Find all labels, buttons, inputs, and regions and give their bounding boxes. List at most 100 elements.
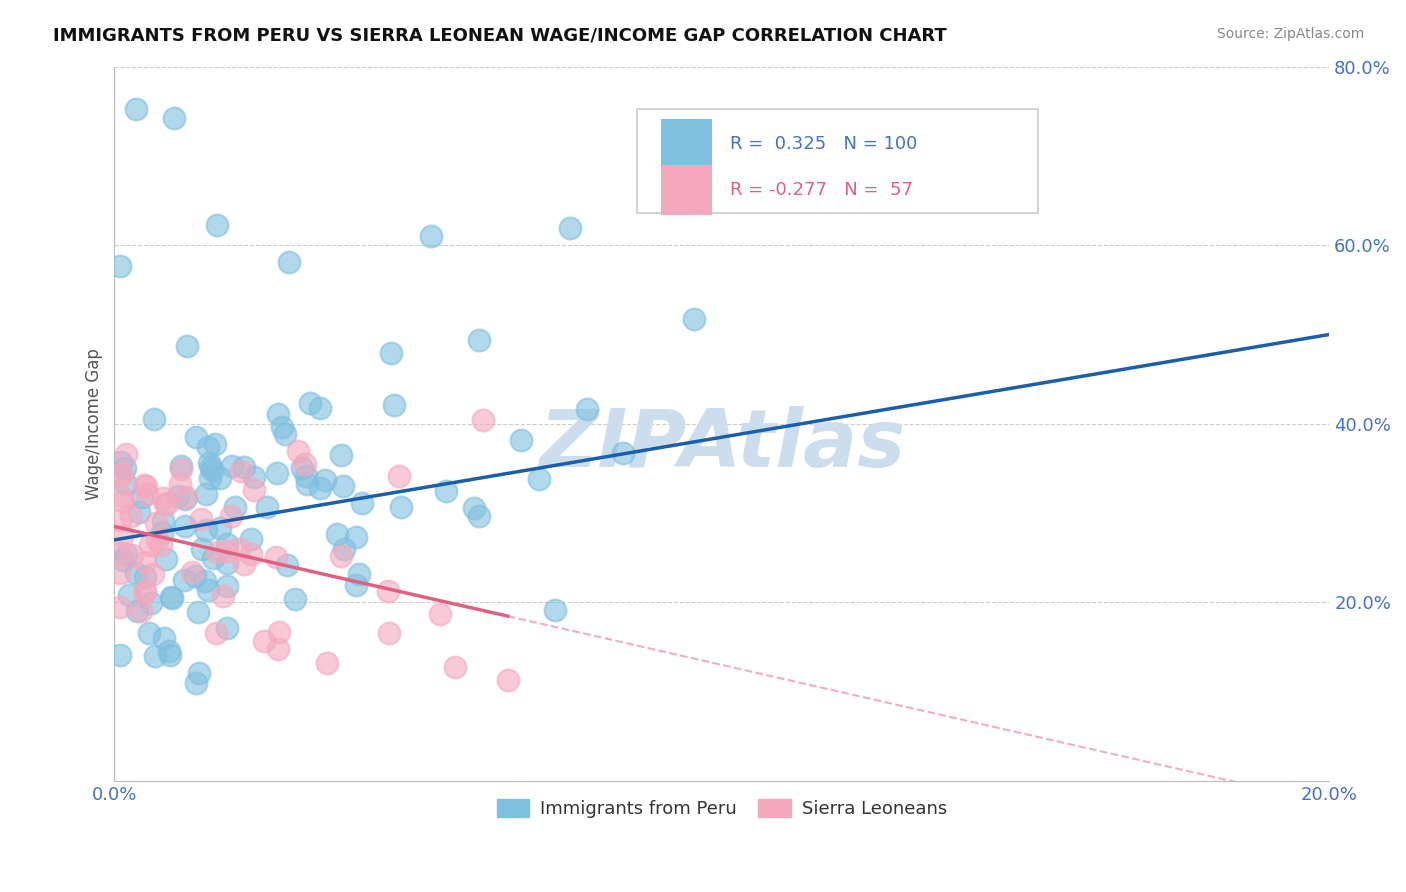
- Point: [232, 459, 254, 474]
- FancyBboxPatch shape: [661, 119, 711, 169]
- Point: [110, 513, 132, 527]
- Text: Source: ZipAtlas.com: Source: ZipAtlas.com: [1216, 27, 1364, 41]
- Point: [134, 569, 156, 583]
- Point: [159, 648, 181, 663]
- Point: [152, 491, 174, 505]
- Point: [114, 447, 136, 461]
- Point: [264, 549, 287, 564]
- Point: [173, 574, 195, 588]
- Point: [205, 218, 228, 232]
- Point: [170, 462, 193, 476]
- Point: [329, 448, 352, 462]
- Point: [111, 494, 134, 508]
- Point: [382, 398, 405, 412]
- Point: [472, 413, 495, 427]
- Point: [575, 401, 598, 416]
- Point: [558, 220, 581, 235]
- Point: [309, 401, 332, 416]
- Point: [169, 458, 191, 473]
- Point: [152, 631, 174, 645]
- Point: [187, 665, 209, 680]
- Point: [169, 477, 191, 491]
- Point: [135, 487, 157, 501]
- Point: [115, 547, 138, 561]
- Point: [267, 625, 290, 640]
- Point: [139, 538, 162, 552]
- Point: [114, 476, 136, 491]
- Point: [380, 345, 402, 359]
- Point: [316, 656, 339, 670]
- Point: [271, 419, 294, 434]
- Point: [132, 478, 155, 492]
- Point: [194, 574, 217, 588]
- Point: [297, 477, 319, 491]
- Point: [224, 500, 246, 514]
- Point: [198, 471, 221, 485]
- Point: [388, 469, 411, 483]
- Point: [295, 469, 318, 483]
- Point: [468, 509, 491, 524]
- Point: [266, 466, 288, 480]
- Point: [205, 625, 228, 640]
- Point: [145, 516, 167, 530]
- Point: [125, 566, 148, 580]
- Point: [215, 544, 238, 558]
- Point: [509, 433, 531, 447]
- Text: R = -0.277   N =  57: R = -0.277 N = 57: [730, 181, 914, 199]
- Point: [184, 676, 207, 690]
- Point: [467, 333, 489, 347]
- Point: [284, 592, 307, 607]
- Point: [314, 473, 336, 487]
- Point: [146, 533, 169, 548]
- Point: [120, 508, 142, 523]
- Point: [294, 457, 316, 471]
- Point: [267, 642, 290, 657]
- Point: [125, 103, 148, 117]
- Point: [287, 444, 309, 458]
- Point: [150, 525, 173, 540]
- Point: [420, 229, 443, 244]
- Point: [274, 427, 297, 442]
- Point: [683, 312, 706, 326]
- Point: [135, 479, 157, 493]
- Point: [155, 497, 177, 511]
- Point: [131, 490, 153, 504]
- Point: [204, 437, 226, 451]
- Point: [308, 481, 330, 495]
- Point: [134, 555, 156, 569]
- Point: [201, 550, 224, 565]
- Point: [110, 489, 132, 503]
- Point: [195, 524, 218, 538]
- Point: [143, 411, 166, 425]
- Point: [253, 633, 276, 648]
- Point: [184, 430, 207, 444]
- Point: [134, 585, 156, 599]
- Point: [125, 604, 148, 618]
- Point: [205, 545, 228, 559]
- Point: [201, 463, 224, 477]
- Point: [187, 606, 209, 620]
- Point: [389, 500, 412, 514]
- Point: [221, 459, 243, 474]
- Point: [496, 673, 519, 688]
- Point: [129, 604, 152, 618]
- Point: [197, 582, 219, 597]
- Point: [329, 549, 352, 564]
- Point: [159, 590, 181, 604]
- Point: [266, 407, 288, 421]
- Point: [110, 648, 132, 662]
- Point: [191, 542, 214, 557]
- Point: [110, 454, 132, 468]
- Point: [111, 467, 134, 482]
- Point: [544, 602, 567, 616]
- Text: IMMIGRANTS FROM PERU VS SIERRA LEONEAN WAGE/INCOME GAP CORRELATION CHART: IMMIGRANTS FROM PERU VS SIERRA LEONEAN W…: [53, 27, 948, 45]
- Point: [163, 112, 186, 126]
- Point: [239, 547, 262, 561]
- Point: [142, 566, 165, 581]
- Point: [118, 588, 141, 602]
- Point: [110, 599, 132, 614]
- Point: [160, 591, 183, 606]
- Point: [208, 471, 231, 485]
- Point: [110, 468, 132, 483]
- Point: [325, 526, 347, 541]
